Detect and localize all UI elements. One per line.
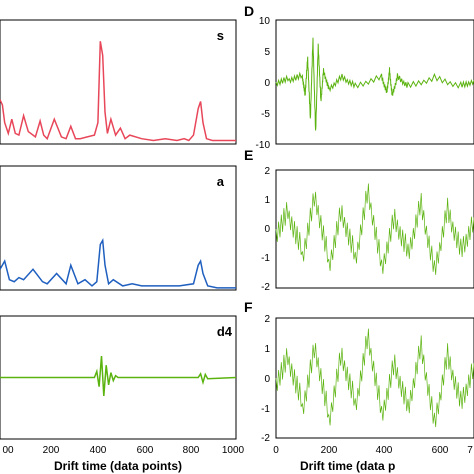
y-tick-F-2: 2: [264, 314, 270, 325]
panel-letter-F: F: [244, 299, 253, 315]
y-tick-E-2: 2: [264, 166, 270, 177]
x-tick-right-7: 7: [467, 445, 473, 456]
panel-label-a: a: [217, 174, 225, 189]
series-line-F: [275, 328, 474, 428]
panel-letter-D: D: [244, 3, 254, 19]
y-tick-D-0: 0: [264, 78, 270, 89]
y-tick-D-10: 10: [259, 16, 271, 27]
x-tick-left-800: 800: [183, 445, 200, 456]
y-tick-E-neg2: -2: [261, 282, 270, 293]
x-tick-left-600: 600: [137, 445, 154, 456]
y-tick-F-1: 1: [264, 344, 270, 355]
x-tick-right-200: 200: [321, 445, 338, 456]
y-ticks-F: 2 1 0 -1 -2: [261, 314, 270, 444]
y-tick-F-neg1: -1: [261, 404, 270, 415]
y-tick-E-neg1: -1: [261, 253, 270, 264]
y-tick-F-0: 0: [264, 374, 270, 385]
x-tick-left-200: 200: [43, 445, 60, 456]
x-ticks-left: 00 200 400 600 800 1000: [2, 445, 244, 456]
panel-letter-E: E: [244, 147, 253, 163]
y-tick-D-neg5: -5: [261, 109, 270, 120]
x-tick-left-1000: 1000: [222, 445, 245, 456]
y-tick-F-neg2: -2: [261, 433, 270, 444]
series-line-E: [275, 183, 474, 275]
x-tick-right-600: 600: [432, 445, 449, 456]
x-tick-right-0: 0: [273, 445, 279, 456]
panel-label-d4: d4: [217, 324, 233, 339]
series-line-s: [0, 41, 236, 142]
y-tick-D-neg10: -10: [256, 140, 271, 151]
x-tick-left-0: 00: [2, 445, 14, 456]
series-line-a: [0, 238, 236, 289]
x-axis-label-left: Drift time (data points): [54, 459, 182, 473]
y-tick-E-0: 0: [264, 224, 270, 235]
x-tick-right-400: 400: [376, 445, 393, 456]
x-tick-left-400: 400: [90, 445, 107, 456]
series-line-D: [275, 37, 474, 131]
left-panel-s: [0, 19, 237, 145]
left-panel-a: [0, 165, 237, 291]
x-ticks-right: 0 200 400 600 7: [273, 445, 473, 456]
panel-label-s: s: [217, 28, 224, 43]
y-ticks-D: 10 5 0 -5 -10: [256, 16, 271, 151]
y-tick-E-1: 1: [264, 195, 270, 206]
y-ticks-E: 2 1 0 -1 -2: [261, 166, 270, 293]
y-tick-D-5: 5: [264, 47, 270, 58]
x-axis-label-right: Drift time (data p: [300, 459, 395, 473]
series-line-d4: [0, 355, 237, 396]
